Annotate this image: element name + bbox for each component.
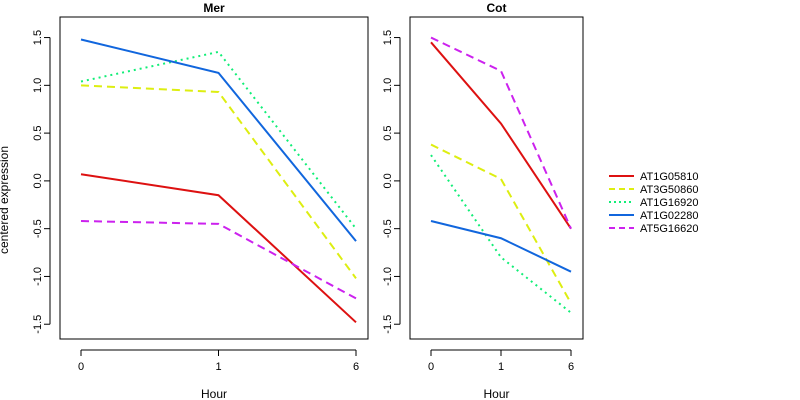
- y-tick-label: 0.5: [32, 125, 44, 140]
- y-tick-label: -1.0: [382, 267, 394, 286]
- panel-mer: Mer -1.5 -1.0 -0.5 0.0 0.5 1.0 1.5 0 1 6 Hour: [32, 1, 369, 400]
- legend-label: AT1G05810: [640, 171, 699, 183]
- panel-title: Cot: [487, 1, 507, 15]
- y-tick-label: -0.5: [32, 219, 44, 238]
- legend-label: AT5G16620: [640, 223, 699, 235]
- y-tick-label: 0.0: [382, 173, 394, 188]
- x-tick-label: 1: [215, 361, 221, 373]
- legend-label: AT1G02280: [640, 210, 699, 222]
- legend-label: AT1G16920: [640, 197, 699, 209]
- x-axis-label: Hour: [201, 387, 227, 400]
- series-line-at1g16920: [80, 50, 357, 230]
- series-line-at1g16920: [430, 154, 572, 314]
- y-tick-label: 0.0: [32, 173, 44, 188]
- x-tick-label: 0: [428, 361, 434, 373]
- x-axis-label: Hour: [483, 387, 509, 400]
- y-tick-label: -0.5: [382, 219, 394, 238]
- y-tick-label: 1.5: [382, 30, 394, 45]
- y-axis-label: centered expression: [0, 146, 11, 254]
- plot-frame: [59, 16, 369, 340]
- series-line-at1g02280: [80, 38, 357, 242]
- x-tick-label: 0: [78, 361, 84, 373]
- y-tick-label: 1.0: [32, 78, 44, 93]
- y-tick-label: -1.5: [382, 315, 394, 334]
- legend-label: AT3G50860: [640, 184, 699, 196]
- series-line-at1g05810: [430, 41, 572, 230]
- x-tick-label: 6: [568, 361, 574, 373]
- legend: AT1G05810AT3G50860AT1G16920AT1G02280AT5G…: [609, 171, 699, 235]
- y-tick-label: 1.0: [382, 78, 394, 93]
- panels: Mer -1.5 -1.0 -0.5 0.0 0.5 1.0 1.5 0 1 6 Hour Cot -1.…: [32, 1, 584, 400]
- series-line-at3g50860: [80, 84, 357, 279]
- series-line-at1g05810: [80, 173, 357, 324]
- panel-cot: Cot -1.5 -1.0 -0.5 0.0 0.5 1.0 1.5 0 1 6 Hour: [382, 1, 584, 400]
- plot-frame: [409, 16, 584, 340]
- y-tick-label: -1.0: [32, 267, 44, 286]
- series-line-at5g16620: [80, 220, 357, 300]
- x-tick-label: 6: [353, 361, 359, 373]
- y-tick-label: -1.5: [32, 315, 44, 334]
- series-line-at1g02280: [430, 220, 572, 273]
- panel-title: Mer: [203, 1, 225, 15]
- series-line-at3g50860: [430, 143, 572, 304]
- x-tick-label: 1: [498, 361, 504, 373]
- y-tick-label: 1.5: [32, 30, 44, 45]
- y-tick-label: 0.5: [382, 125, 394, 140]
